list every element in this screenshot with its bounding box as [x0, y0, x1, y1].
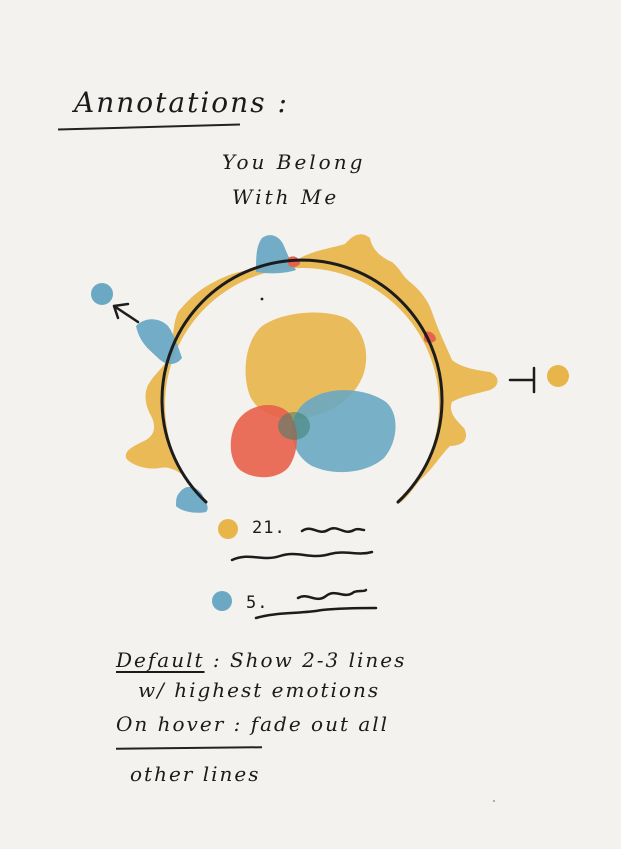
- legend-squiggle-1a: [300, 527, 366, 533]
- note-hover-line: On hover : fade out all: [116, 712, 389, 736]
- overlap-tint: [278, 412, 310, 440]
- arrow-right-icon: [508, 366, 536, 394]
- blue-splash-bottom: [176, 486, 208, 513]
- blue-center-blob: [291, 390, 396, 473]
- note-hover-line-2: other lines: [130, 762, 261, 786]
- song-title-line-2: With Me: [232, 185, 340, 209]
- legend-number-21: 21.: [252, 518, 286, 538]
- legend-squiggle-2a: [296, 588, 368, 601]
- default-text: : Show 2-3 lines: [212, 648, 407, 672]
- annotations-title: Annotations :: [74, 86, 289, 119]
- blue-dot-far-left: [91, 283, 113, 305]
- legend-dot-blue: [212, 591, 232, 611]
- yellow-dot-far-right: [547, 365, 569, 387]
- note-default-line-2: w/ highest emotions: [138, 678, 381, 702]
- stray-dot: [493, 800, 495, 802]
- legend-dot-yellow: [218, 519, 238, 539]
- default-label: Default: [116, 648, 205, 672]
- legend-squiggle-1b: [230, 550, 374, 562]
- legend-squiggle-2b: [254, 606, 378, 620]
- main-circle-arc: [160, 258, 444, 504]
- blue-splash-top: [256, 235, 296, 274]
- hover-text: : fade out all: [233, 712, 390, 736]
- hover-label: On hover: [116, 712, 226, 736]
- song-title-line-1: You Belong: [222, 150, 366, 174]
- legend-number-5: 5.: [246, 593, 269, 613]
- note-default-line: Default : Show 2-3 lines: [116, 648, 406, 672]
- arrow-upper-left-icon: [112, 302, 140, 324]
- tiny-marker-dot: [260, 297, 264, 301]
